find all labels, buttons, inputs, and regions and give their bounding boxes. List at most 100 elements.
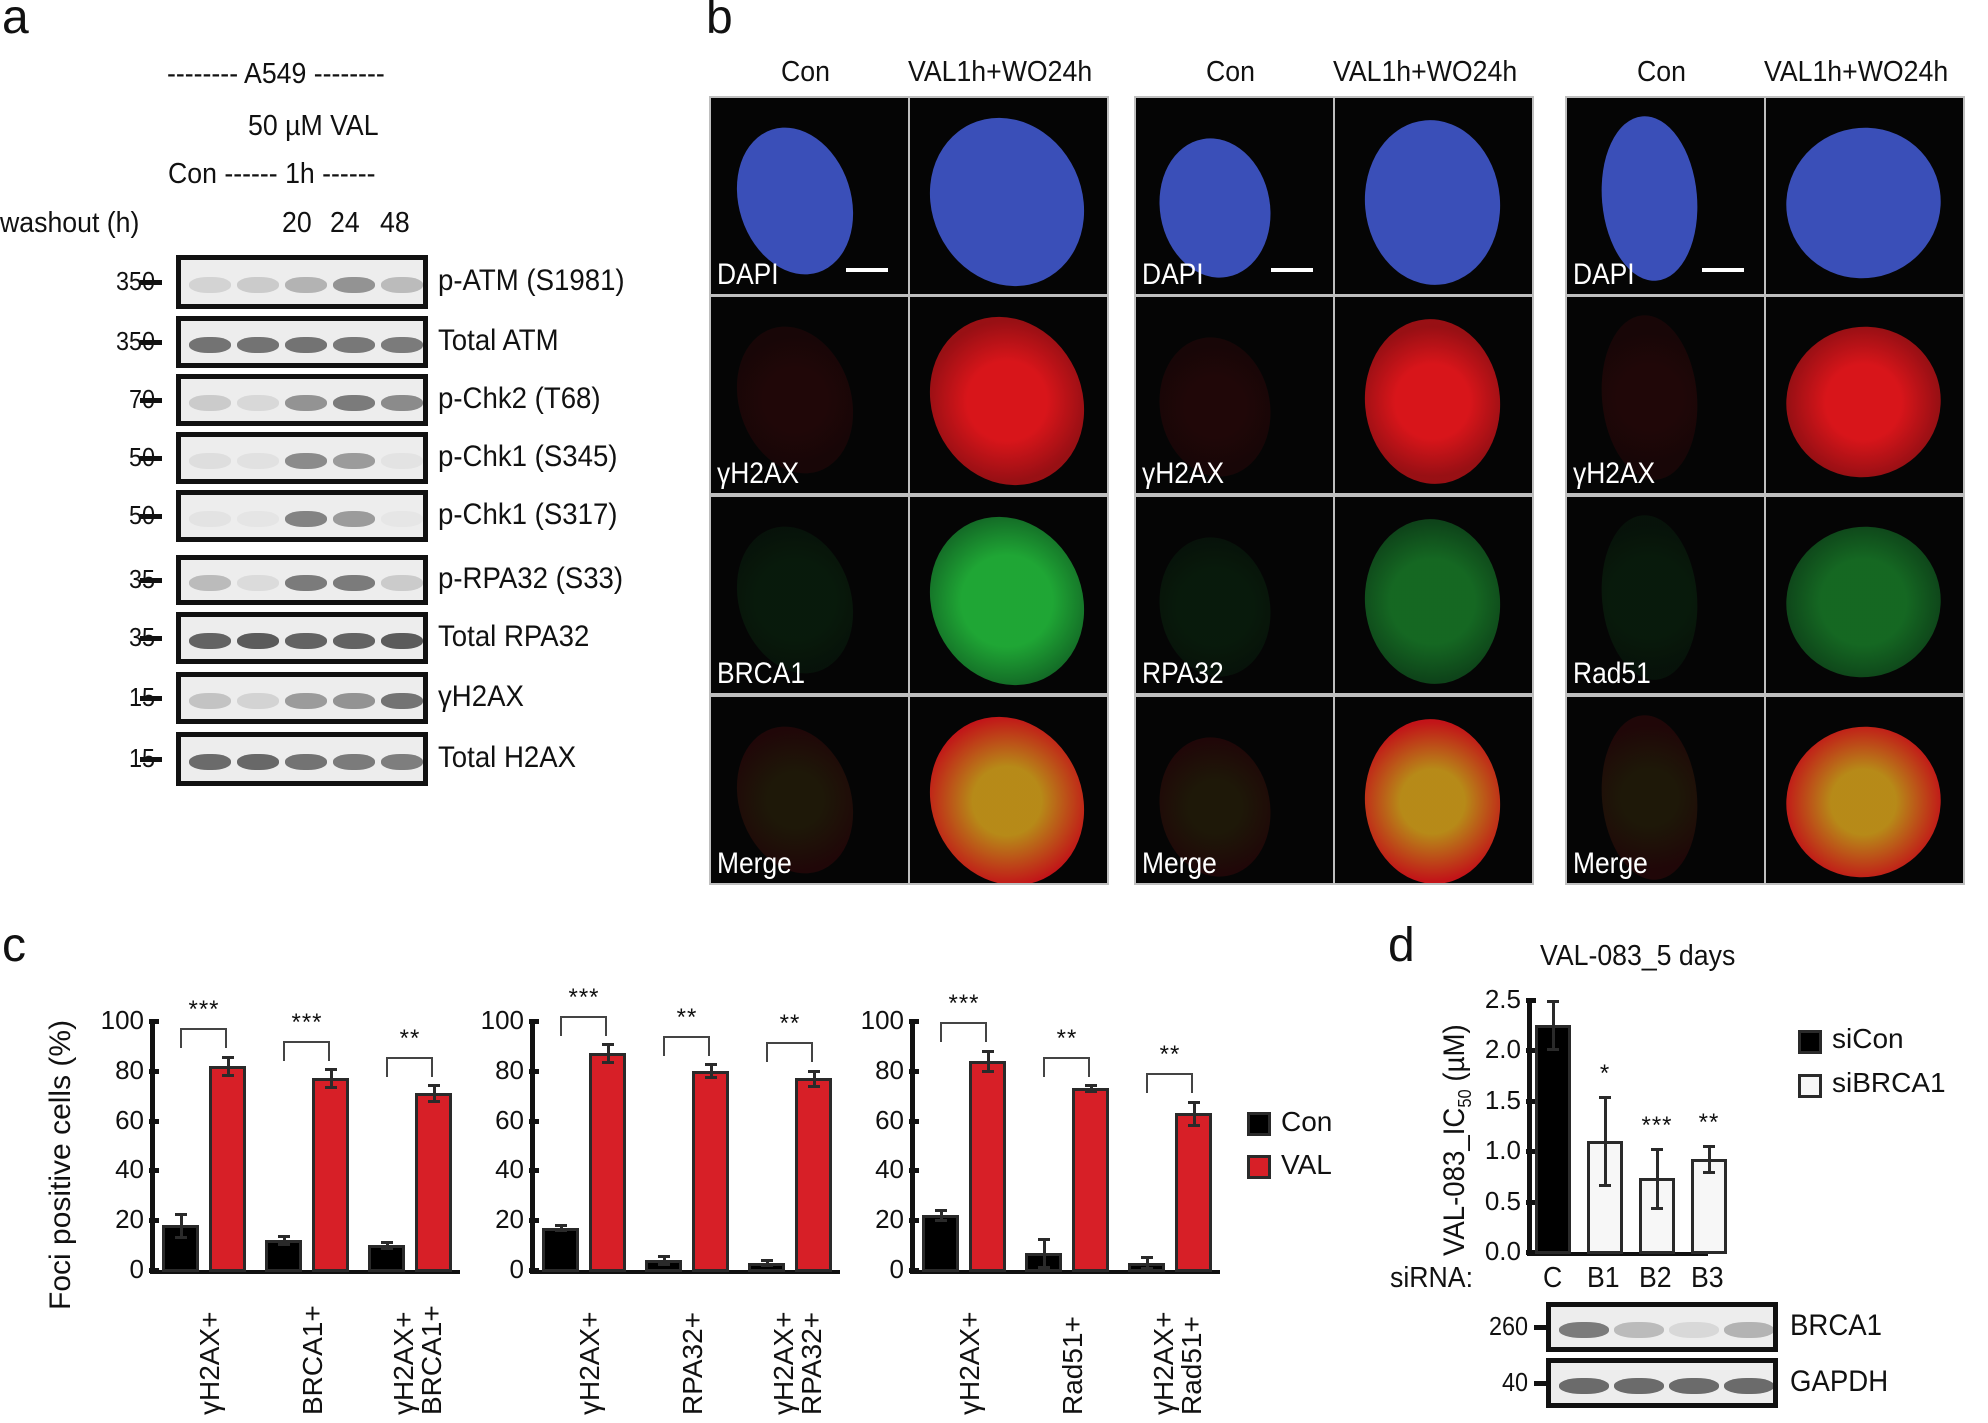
micrograph-cell — [1764, 695, 1965, 885]
error-bar — [662, 1255, 666, 1265]
protein-band — [1669, 1322, 1719, 1338]
error-bar — [986, 1049, 990, 1073]
error-cap — [427, 1084, 440, 1088]
protein-label: p-Chk1 (S345) — [438, 440, 618, 473]
error-cap — [554, 1229, 567, 1233]
micrograph-cell: γH2AX — [709, 295, 910, 495]
x-category-label: Rad51+ — [1176, 1316, 1207, 1415]
error-cap — [1187, 1123, 1200, 1127]
y-tick-label: 20 — [875, 1204, 904, 1235]
washout-time-48: 48 — [380, 207, 410, 239]
blot-strip — [176, 555, 428, 605]
y-tick-label: 100 — [860, 1005, 904, 1035]
protein-band — [333, 453, 375, 469]
y-tick-label: 2.0 — [1484, 1034, 1521, 1065]
protein-band — [333, 575, 375, 591]
error-cap — [554, 1223, 567, 1227]
x-category-label: γH2AX+ — [194, 1311, 225, 1416]
error-cap — [601, 1061, 614, 1065]
error-cap — [277, 1235, 290, 1239]
error-cap — [1547, 1000, 1559, 1003]
error-bar — [1708, 1145, 1711, 1174]
significance-stars: ** — [399, 1025, 421, 1053]
protein-label: BRCA1 — [1790, 1309, 1883, 1342]
y-tick — [529, 1068, 539, 1074]
y-tick — [149, 1168, 159, 1174]
washout-time-20: 20 — [282, 207, 312, 239]
y-tick — [909, 1118, 919, 1124]
error-cap — [760, 1258, 773, 1262]
y-tick — [529, 1019, 539, 1024]
x-category-label: γH2AX+ — [954, 1311, 985, 1416]
mw-tick — [140, 340, 162, 345]
error-bar — [1042, 1237, 1046, 1268]
y-tick — [909, 1268, 919, 1273]
data-bar — [1072, 1088, 1109, 1272]
protein-band — [1559, 1378, 1609, 1394]
legend-label-sibrca1: siBRCA1 — [1832, 1067, 1946, 1098]
error-cap — [1651, 1148, 1663, 1152]
error-cap — [760, 1264, 773, 1268]
x-category-label: BRCA1+ — [416, 1305, 447, 1415]
blot-strip — [176, 432, 428, 484]
error-bar — [226, 1055, 230, 1076]
x-category-label: γH2AX+ — [574, 1311, 605, 1416]
channel-label: RPA32 — [1142, 657, 1224, 690]
error-bar — [1552, 1000, 1555, 1051]
protein-band — [381, 575, 423, 591]
protein-band — [333, 511, 375, 527]
legend-swatch-val — [1247, 1155, 1271, 1179]
micrograph-cell — [908, 495, 1109, 695]
protein-band — [333, 337, 375, 353]
error-cap — [934, 1208, 947, 1212]
protein-band — [381, 754, 423, 770]
micrograph-cell: Merge — [1565, 695, 1766, 885]
x-axis-line — [530, 1270, 840, 1274]
legend-label-val: VAL — [1281, 1149, 1332, 1180]
micrograph-cell: RPA32 — [1134, 495, 1335, 695]
blot-strip — [176, 490, 428, 542]
protein-band — [333, 633, 375, 649]
error-cap — [427, 1099, 440, 1103]
protein-band — [285, 277, 327, 293]
micrograph-cell: BRCA1 — [709, 495, 910, 695]
protein-band — [189, 395, 231, 411]
legend-swatch-sicon — [1798, 1030, 1822, 1054]
treatment-header: 50 µM VAL — [248, 110, 379, 142]
y-tick-label: 40 — [875, 1154, 904, 1185]
mw-tick — [140, 636, 162, 641]
error-cap — [174, 1212, 187, 1216]
protein-label: p-RPA32 (S33) — [438, 562, 624, 595]
column-header: VAL1h+WO24h — [1333, 56, 1518, 88]
protein-band — [237, 511, 279, 527]
error-cap — [807, 1084, 820, 1088]
column-header: Con — [781, 56, 830, 88]
protein-band — [189, 277, 231, 293]
y-tick — [1526, 1199, 1536, 1205]
y-tick — [149, 1118, 159, 1124]
channel-label: γH2AX — [1142, 457, 1225, 490]
error-bar — [1656, 1148, 1659, 1209]
protein-band — [285, 395, 327, 411]
significance-bracket — [663, 1035, 710, 1056]
micrograph-cell — [1333, 695, 1534, 885]
stained-nucleus — [910, 497, 1107, 693]
y-tick-label: 20 — [495, 1204, 524, 1235]
significance-stars: *** — [1641, 1112, 1673, 1140]
error-cap — [174, 1235, 187, 1239]
error-bar — [939, 1208, 943, 1222]
protein-band — [285, 575, 327, 591]
error-cap — [657, 1263, 670, 1267]
protein-label: p-ATM (S1981) — [438, 264, 625, 297]
protein-band — [285, 693, 327, 709]
blot-strip — [176, 612, 428, 664]
y-tick-label: 80 — [495, 1054, 524, 1085]
protein-band — [1559, 1322, 1609, 1338]
significance-stars: * — [1599, 1059, 1611, 1087]
significance-stars: *** — [948, 990, 980, 1018]
mw-tick — [140, 280, 162, 285]
stained-nucleus — [1766, 505, 1962, 693]
micrograph-cell: γH2AX — [1565, 295, 1766, 495]
data-bar — [1691, 1159, 1727, 1254]
y-axis-line — [530, 1021, 535, 1273]
